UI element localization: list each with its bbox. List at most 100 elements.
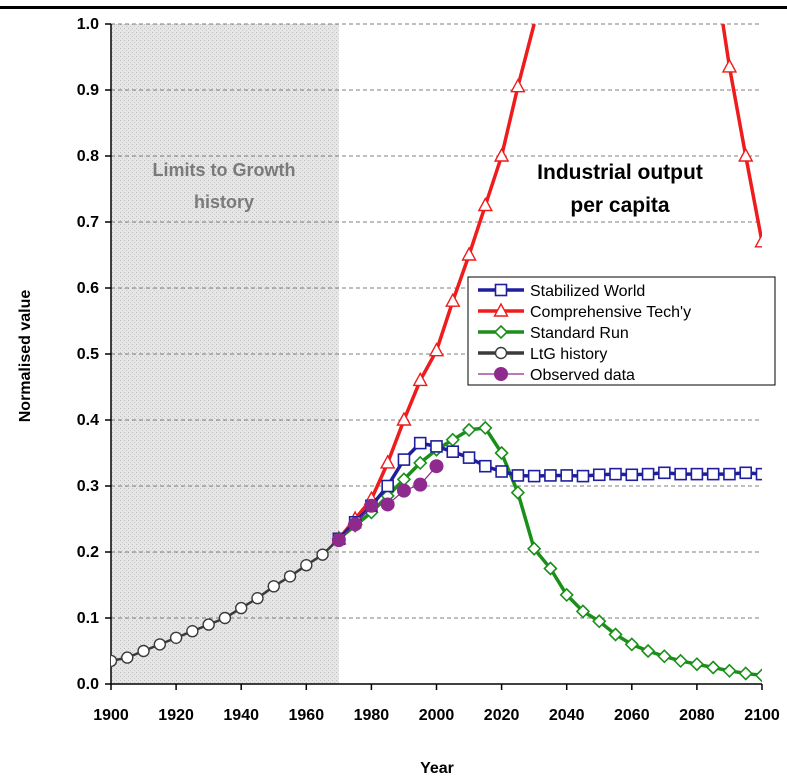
data-point: [510, 485, 526, 500]
data-point: [428, 342, 445, 357]
y-tick-label: 0.4: [77, 412, 99, 429]
legend-label: Standard Run: [530, 325, 629, 342]
data-point: [446, 445, 460, 458]
data-point: [381, 479, 394, 493]
data-point: [397, 453, 411, 466]
shaded-region-label-line2: history: [194, 192, 254, 212]
legend-item-ltg-history: LtG history: [478, 346, 607, 363]
data-point: [267, 580, 280, 593]
legend-swatch-marker: [494, 283, 508, 297]
data-point: [624, 637, 639, 652]
data-point: [186, 625, 199, 638]
shaded-region-label-line1: Limits to Growth: [153, 160, 296, 180]
data-point: [625, 468, 639, 482]
data-point: [283, 570, 297, 583]
data-point: [673, 653, 688, 669]
x-tick-label: 2040: [549, 707, 585, 724]
legend-swatch-marker: [494, 346, 508, 360]
panel-label-line1: Industrial output: [537, 161, 703, 184]
data-point: [560, 469, 574, 482]
data-point: [234, 601, 248, 615]
legend-item-comprehensive-tech-y: Comprehensive Tech'y: [478, 302, 691, 321]
legend-swatch-marker: [494, 367, 508, 381]
data-point: [300, 559, 313, 572]
y-tick-label: 1.0: [77, 16, 99, 33]
data-point: [121, 651, 134, 664]
data-point: [364, 498, 379, 513]
data-point: [412, 371, 428, 387]
data-point: [640, 643, 656, 659]
gridlines: [111, 23, 762, 619]
data-point: [543, 561, 558, 576]
y-tick-label: 0.5: [77, 346, 99, 363]
data-point: [430, 440, 443, 453]
data-point: [316, 548, 329, 561]
data-point: [331, 533, 346, 548]
data-point: [721, 58, 738, 73]
x-tick-label: 1960: [289, 707, 325, 724]
legend-label: LtG history: [530, 346, 607, 363]
data-point: [380, 497, 395, 512]
data-point: [511, 469, 525, 482]
legend-label: Observed data: [530, 367, 635, 384]
data-point: [609, 467, 622, 481]
x-tick-label: 2060: [614, 707, 650, 724]
y-tick-labels: 0.0 0.1 0.2 0.3 0.4 0.5 0.6 0.7 0.8 0.9 1.0: [77, 16, 111, 693]
data-point: [479, 459, 492, 473]
data-point: [413, 477, 428, 492]
y-tick-label: 0.2: [77, 544, 99, 561]
series-stabilized-world: [332, 436, 762, 546]
x-tick-label: 2080: [679, 707, 715, 724]
data-point: [592, 468, 606, 482]
y-tick-label: 0.9: [77, 82, 99, 99]
data-point: [495, 465, 508, 478]
data-point: [657, 649, 672, 664]
data-point: [738, 147, 754, 162]
legend-item-stabilized-world: Stabilized World: [478, 283, 645, 300]
x-tick-label: 2000: [419, 707, 455, 724]
series-ltg-history: [111, 532, 346, 668]
data-point: [754, 233, 762, 248]
y-tick-label: 0.1: [77, 610, 99, 627]
x-tick-label: 1940: [223, 707, 259, 724]
data-point: [137, 644, 150, 658]
series-layer: [111, 24, 762, 683]
data-point: [592, 614, 607, 629]
data-point: [461, 246, 477, 261]
data-point: [608, 627, 623, 642]
x-tick-label: 1980: [354, 707, 390, 724]
data-point: [169, 631, 183, 644]
data-point: [462, 451, 476, 464]
x-tick-label: 1900: [93, 707, 129, 724]
data-point: [689, 657, 705, 672]
data-point: [413, 455, 428, 471]
legend-swatch-marker: [493, 302, 509, 317]
legend-box: [467, 276, 776, 386]
data-point: [674, 467, 687, 481]
y-tick-label: 0.0: [77, 676, 99, 693]
data-point: [527, 469, 541, 483]
data-point: [478, 420, 493, 436]
y-tick-label: 0.8: [77, 148, 99, 165]
legend-label: Stabilized World: [530, 283, 645, 300]
data-point: [494, 445, 509, 461]
x-tick-labels: 1900 1920 1940 1960 1980 2000 2020 2040 2060 2080…: [93, 684, 780, 724]
legend-item-observed-data: Observed data: [478, 367, 635, 384]
x-tick-label: 2020: [484, 707, 520, 724]
data-point: [493, 147, 510, 162]
legend-item-standard-run: Standard Run: [478, 324, 629, 342]
data-point: [575, 604, 591, 619]
x-tick-label: 1920: [158, 707, 194, 724]
data-point: [251, 592, 264, 605]
data-point: [527, 541, 542, 556]
data-point: [111, 654, 118, 668]
x-axis-title: Year: [420, 760, 454, 777]
data-point: [658, 466, 671, 480]
data-point: [544, 469, 557, 482]
data-point: [461, 422, 477, 438]
data-point: [429, 459, 444, 474]
data-point: [396, 411, 412, 426]
legend-swatch-marker: [493, 324, 509, 340]
data-point: [690, 467, 704, 481]
